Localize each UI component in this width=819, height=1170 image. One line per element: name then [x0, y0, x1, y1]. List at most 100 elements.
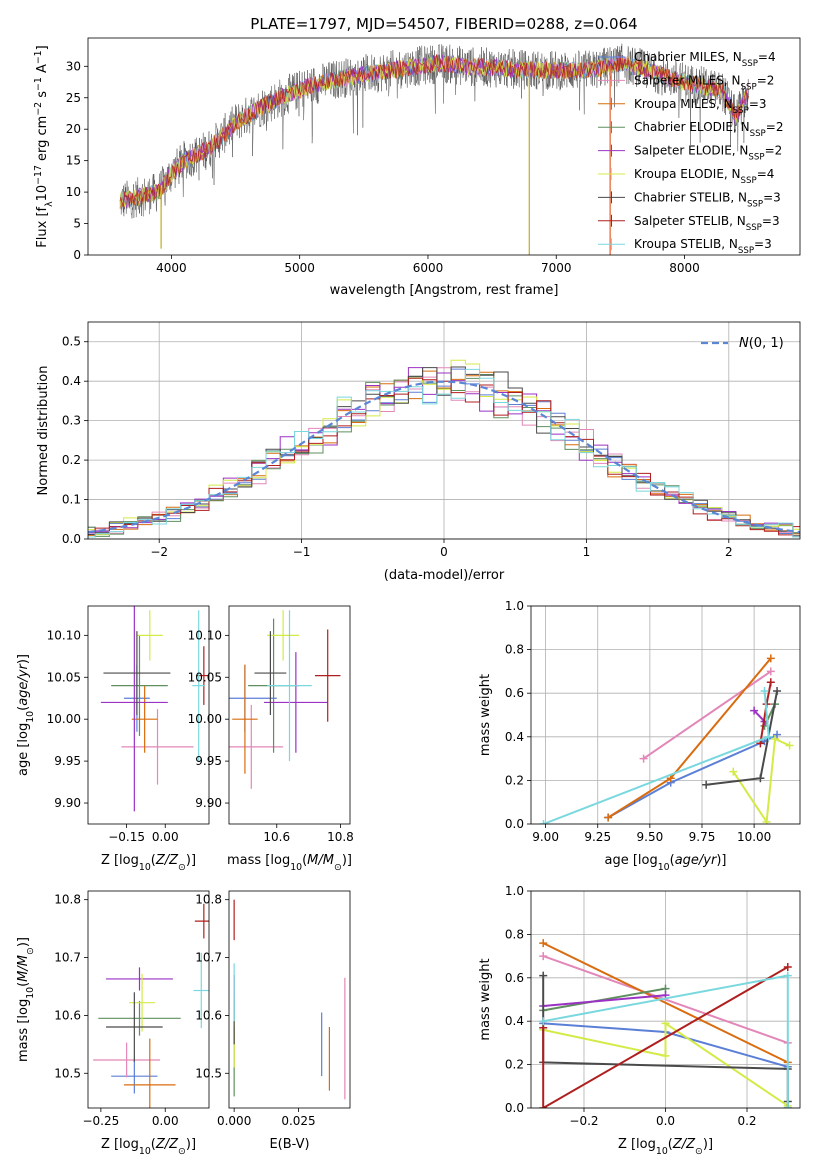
weight-line: [542, 942, 789, 1064]
axes-frame: [228, 890, 351, 1109]
y-tick-label: 10.05: [188, 670, 222, 684]
weight-marker: [539, 820, 548, 824]
legend-label: Salpeter ELODIE, NSSP=2: [634, 144, 782, 163]
x-tick-label: 0.00: [152, 1114, 179, 1128]
x-axis-label: Z [log10(Z/Z⊙)]: [101, 853, 196, 873]
x-axis-label: mass [log10(M/M⊙)]: [227, 853, 352, 873]
x-axis-label: E(B-V): [269, 1137, 309, 1152]
y-axis-label-part: erg cm: [35, 116, 50, 165]
y-tick-label: 0.0: [62, 532, 81, 546]
x-axis-label-part: (: [151, 1137, 156, 1152]
legend-label-part: Chabrier ELODIE, N: [634, 120, 750, 134]
legend-label-part: Chabrier MILES, N: [634, 50, 742, 64]
plot-area-residual_histogram: [88, 359, 800, 538]
x-axis-label-part: Z [log: [101, 853, 139, 868]
x-tick-label: −0.2: [569, 1114, 598, 1128]
figure-title: PLATE=1797, MJD=54507, FIBERID=0288, z=0…: [250, 15, 637, 33]
x-axis-label-part: age [log: [604, 853, 657, 868]
legend-label: Kroupa STELIB, NSSP=3: [634, 237, 772, 256]
weight-marker: [702, 780, 711, 789]
axes-frame: [530, 890, 801, 1109]
histogram-step: [88, 366, 800, 537]
panel-residual_histogram: −2 −1 0 1 2 0.0 0.1 0.2 0.3 0.4 0.5 N(0, 1) (data-mo…: [36, 321, 801, 583]
y-axis-label-part: A: [35, 64, 50, 77]
axes-frame: [87, 321, 801, 540]
y-tick-label: 10.6: [195, 1008, 222, 1022]
legend-label: Salpeter STELIB, NSSP=3: [634, 214, 780, 233]
y-tick-label: 20: [66, 122, 81, 136]
legend-label: Chabrier ELODIE, NSSP=2: [634, 120, 783, 139]
x-tick-label: 4000: [156, 261, 187, 275]
legend-label-part: SSP: [741, 176, 757, 186]
x-axis-label: Z [log10(Z/Z⊙)]: [618, 1137, 713, 1157]
x-tick-label: −2: [150, 545, 168, 559]
y-tick-label: 0.3: [62, 414, 81, 428]
legend-label-part: Kroupa STELIB, N: [634, 237, 738, 251]
y-tick-label: 10.5: [195, 1066, 222, 1080]
x-tick-label: 9.75: [689, 830, 716, 844]
y-tick-label: 9.95: [54, 754, 81, 768]
spectrum-line: [119, 54, 749, 209]
plot-area-mass_vs_Z: [93, 903, 209, 1108]
weight-marker: [773, 730, 782, 739]
axes-frame: [87, 37, 801, 256]
legend-label-part: Chabrier STELIB, N: [634, 190, 747, 204]
spectrum-line: [119, 54, 749, 208]
legend-label-part: SSP: [750, 129, 766, 139]
weight-marker: [539, 1104, 548, 1108]
y-axis-label-part: (: [16, 706, 31, 711]
x-axis-label-part: age/yr: [675, 853, 718, 868]
x-axis-label-part: 10: [139, 862, 151, 873]
weight-marker: [773, 687, 782, 696]
x-axis-label-part: E(B-V): [269, 1137, 309, 1152]
y-tick-label: 0.8: [505, 927, 524, 941]
x-tick-label: 0.000: [217, 1114, 251, 1128]
legend-label-part: SSP: [746, 223, 762, 233]
y-axis-label-part: age [log: [16, 723, 31, 776]
weight-marker: [785, 741, 794, 750]
y-axis-label-part: s: [35, 91, 50, 102]
weight-marker: [661, 1051, 670, 1060]
y-axis-label-part: 10: [25, 987, 36, 999]
x-tick-label: 6000: [413, 261, 444, 275]
legend-label: N(0, 1): [739, 336, 784, 351]
panel-weight_vs_Z: −0.2 0.0 0.2 0.0 0.2 0.4 0.6 0.8 1.0 Z [log10(Z/Z…: [478, 884, 801, 1157]
y-axis-label-part: age/yr: [16, 662, 31, 705]
y-axis-label: mass [log10(M/M⊙)]: [16, 937, 36, 1062]
y-axis-label-part: Flux [f: [35, 206, 50, 247]
x-axis-label-part: )]: [186, 1137, 196, 1152]
legend-label-part: Salpeter MILES, N: [634, 73, 741, 87]
weight-line: [542, 1021, 789, 1107]
y-tick-label: 0.4: [62, 374, 81, 388]
legend-label-part: =2: [757, 73, 775, 87]
weight-marker: [760, 687, 769, 696]
histogram-step: [88, 368, 800, 538]
x-axis-label-part: ⊙: [178, 1146, 186, 1157]
y-tick-label: 10.8: [195, 893, 222, 907]
legend-label-part: =4: [757, 167, 775, 181]
y-tick-label: 0.8: [505, 643, 524, 657]
y-tick-label: 10.00: [188, 712, 222, 726]
y-axis-label: Flux [fλ10−17 erg cm−2 s−1 A−1]: [33, 45, 55, 247]
legend-label-part: =2: [766, 120, 784, 134]
legend-label-part: =3: [763, 190, 781, 204]
x-axis-label-part: 10: [139, 1146, 151, 1157]
weight-marker: [756, 774, 765, 783]
panel-age_vs_mass: 10.6 10.8 9.90 9.95 10.00 10.05 10.10 mass [log…: [188, 605, 354, 873]
y-tick-label: 1.0: [505, 599, 524, 613]
x-tick-label: 0.00: [152, 830, 179, 844]
weight-line: [542, 955, 789, 1044]
weight-marker: [539, 952, 548, 961]
y-tick-label: 0.4: [505, 730, 524, 744]
x-tick-label: 9.25: [584, 830, 611, 844]
y-tick-label: 0.6: [505, 971, 524, 985]
x-tick-label: 10.8: [327, 830, 354, 844]
y-axis-label-part: (: [16, 982, 31, 987]
panel-spectrum: 4000 5000 6000 7000 8000 0 5 10 15 20 25 30 waveleng…: [33, 37, 801, 298]
legend-label: Kroupa ELODIE, NSSP=4: [634, 167, 774, 186]
legend-label: Chabrier MILES, NSSP=4: [634, 50, 776, 69]
x-axis-label-part: Z [log: [618, 1137, 656, 1152]
